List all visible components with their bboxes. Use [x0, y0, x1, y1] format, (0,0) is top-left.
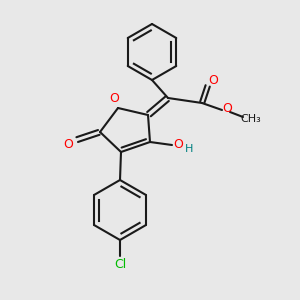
- Text: H: H: [185, 144, 193, 154]
- Text: CH₃: CH₃: [241, 114, 261, 124]
- Text: O: O: [222, 103, 232, 116]
- Text: O: O: [208, 74, 218, 86]
- Text: O: O: [173, 137, 183, 151]
- Text: Cl: Cl: [114, 257, 126, 271]
- Text: O: O: [63, 139, 73, 152]
- Text: O: O: [109, 92, 119, 106]
